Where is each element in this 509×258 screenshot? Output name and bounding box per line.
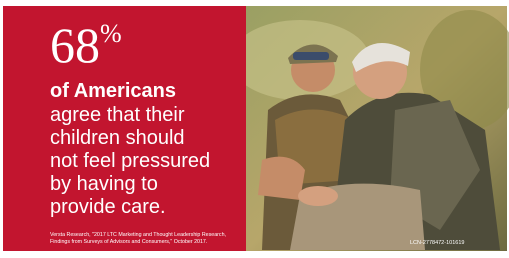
stat-unit: % [100,19,122,48]
code-label: LCN-2778472-101619 [410,240,464,246]
photo [230,6,509,251]
body-line: not feel pressured [50,150,210,172]
body-line: agree that their [50,104,185,126]
body-line: by having to [50,173,158,195]
source-line: Findings from Surveys of Advisors and Co… [50,239,207,245]
body-line: provide care. [50,196,166,218]
stat-number: 68 [50,17,100,73]
headline: of Americans [50,80,176,102]
source-line: Versta Research, "2017 LTC Marketing and… [50,232,226,238]
ad-card: LCN-2778472-101619 68% of Americans agre… [0,0,509,258]
body-line: children should [50,127,185,149]
